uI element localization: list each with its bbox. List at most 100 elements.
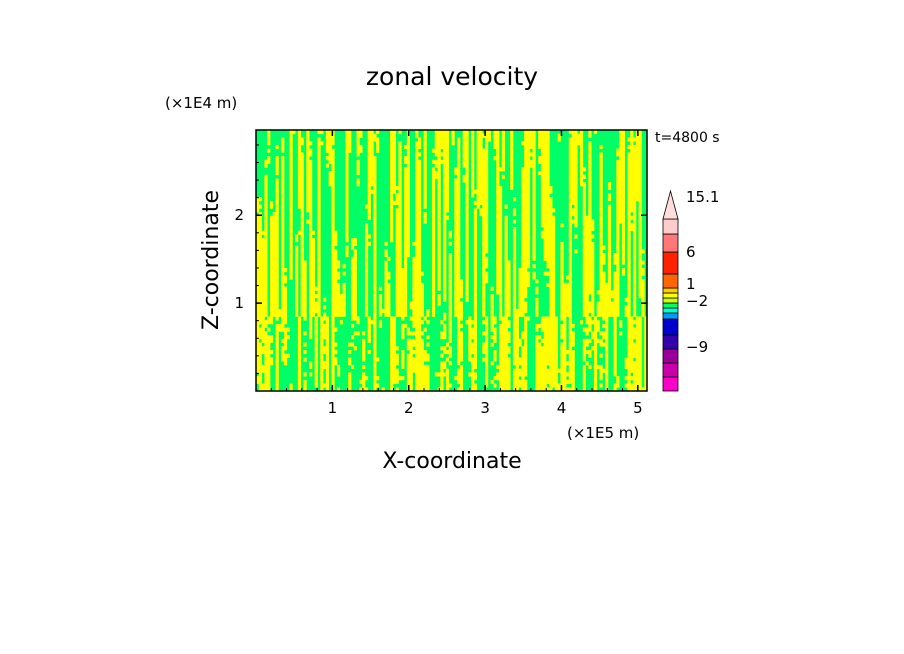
field-cell [256,379,260,384]
field-cell [454,223,458,228]
field-cell [406,234,410,239]
field-cell [281,223,285,228]
field-cell [605,383,609,388]
x-axis-title: X-coordinate [382,449,521,474]
field-cell [571,323,575,329]
field-cell [431,267,436,273]
field-cell [593,353,598,358]
field-cell [457,148,461,153]
field-cell [496,137,500,142]
field-cell [566,301,570,306]
field-cell [309,182,313,187]
field-cell [415,234,419,239]
field-cell [560,271,564,276]
field-cell [314,316,318,321]
field-cell [568,159,572,164]
field-cell [630,130,634,135]
field-cell [437,241,441,246]
field-cell [540,200,545,205]
field-cell [546,144,550,150]
field-cell [571,338,575,343]
field-cell [295,234,299,239]
field-cell [532,230,536,235]
field-cell [269,361,274,366]
field-cell [490,301,494,306]
field-cell [543,152,547,157]
field-cell [392,335,397,340]
field-cell [504,238,508,243]
field-cell [543,379,547,384]
field-cell [376,376,380,381]
field-cell [317,178,321,183]
field-cell [552,279,556,284]
field-cell [579,159,584,164]
field-cell [591,241,595,246]
field-cell [546,159,550,164]
field-cell [300,137,304,142]
field-cell [471,141,475,146]
field-cell [635,174,640,179]
field-cell [641,271,645,276]
field-cell [543,327,547,332]
field-cell [630,387,634,392]
field-cell [638,368,642,373]
field-cell [574,156,578,161]
field-cell [412,312,416,317]
field-cell [457,323,461,329]
field-cell [395,357,399,362]
field-cell [350,312,355,317]
field-cell [258,271,262,276]
field-cell [297,152,302,157]
field-cell [540,171,545,176]
field-cell [635,163,640,168]
field-cell [306,148,310,153]
field-cell [518,279,522,284]
field-cell [325,137,330,142]
field-cell [281,256,285,261]
field-cell [515,335,519,340]
field-cell [390,346,394,351]
field-cell [619,133,623,138]
field-cell [512,267,517,273]
field-cell [638,338,642,343]
field-cell [443,204,447,209]
field-cell [627,193,631,198]
field-cell [306,141,310,146]
field-cell [465,249,469,254]
field-cell [426,335,430,340]
field-cell [638,163,642,168]
field-cell [275,234,279,239]
field-cell [269,297,274,302]
field-cell [423,189,427,194]
field-cell [417,312,422,317]
field-cell [485,208,489,213]
field-cell [613,308,617,314]
field-cell [549,245,553,250]
field-cell [568,282,572,287]
field-cell [546,171,550,176]
field-cell [373,182,377,187]
field-cell [633,376,637,381]
field-cell [445,379,450,384]
field-cell [568,368,572,373]
field-cell [317,189,321,194]
field-cell [546,152,550,157]
field-cell [404,286,408,291]
field-cell [295,301,299,306]
field-cell [532,200,536,205]
field-cell [406,364,410,370]
field-cell [633,219,637,224]
field-cell [275,264,279,269]
field-cell [633,349,637,355]
field-cell [630,167,634,172]
field-cell [588,159,592,164]
field-cell [532,171,536,176]
field-cell [309,320,313,325]
field-cell [264,361,268,366]
field-cell [621,163,626,168]
field-cell [596,305,600,310]
field-cell [417,376,422,381]
field-cell [451,141,455,146]
field-cell [521,226,525,232]
field-cell [588,275,592,280]
